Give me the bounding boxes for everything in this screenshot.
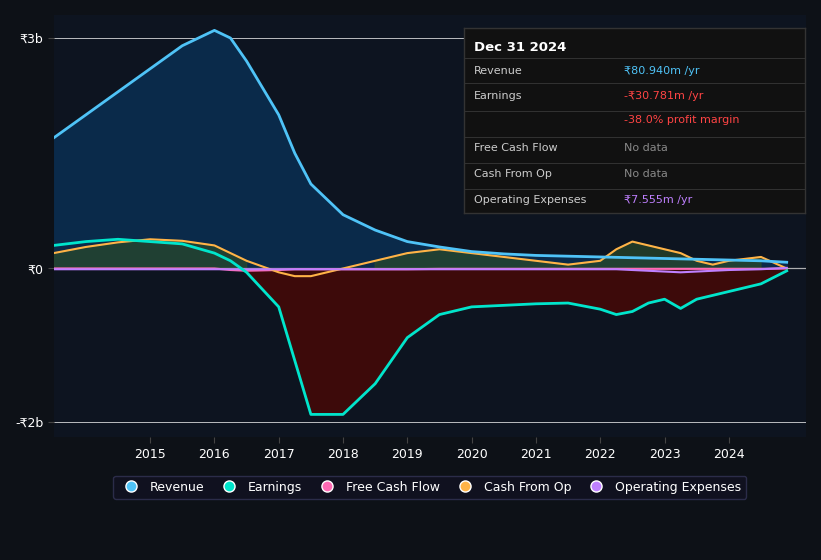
Text: No data: No data [624,143,667,153]
Text: Free Cash Flow: Free Cash Flow [474,143,557,153]
Text: -38.0% profit margin: -38.0% profit margin [624,115,740,125]
Text: Operating Expenses: Operating Expenses [474,195,586,205]
Text: No data: No data [624,169,667,179]
Text: -₹30.781m /yr: -₹30.781m /yr [624,91,704,101]
Text: ₹80.940m /yr: ₹80.940m /yr [624,66,699,76]
Text: ₹7.555m /yr: ₹7.555m /yr [624,195,692,205]
Legend: Revenue, Earnings, Free Cash Flow, Cash From Op, Operating Expenses: Revenue, Earnings, Free Cash Flow, Cash … [113,476,746,499]
Text: Earnings: Earnings [474,91,523,101]
Text: Revenue: Revenue [474,66,523,76]
Text: Dec 31 2024: Dec 31 2024 [474,41,566,54]
Text: Cash From Op: Cash From Op [474,169,552,179]
